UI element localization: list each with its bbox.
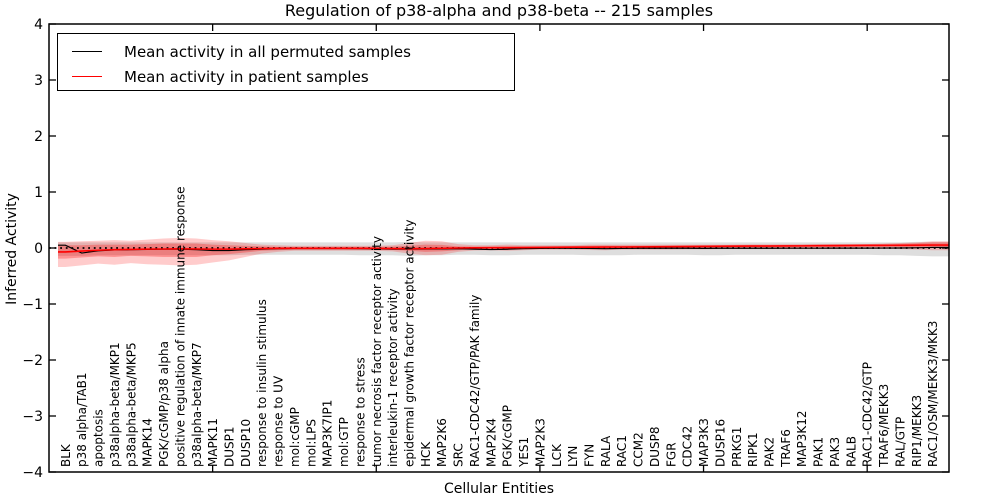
legend-line-red — [72, 76, 102, 77]
plot-frame — [48, 23, 950, 473]
x-category-label: TRAF6 — [779, 429, 793, 468]
legend-line-black — [72, 51, 102, 52]
x-category-label: MAP2K6 — [435, 418, 449, 467]
x-category-label: RIP1/MEKK3 — [910, 395, 924, 467]
x-category-label: CCM2 — [632, 432, 646, 467]
x-category-label: MAP3K3 — [697, 418, 711, 467]
x-category-label: RALB — [844, 436, 858, 467]
y-tick-label: −2 — [22, 353, 43, 369]
y-tick-label: 0 — [34, 241, 43, 257]
x-category-label: LCK — [550, 443, 564, 467]
x-category-label: LYN — [566, 446, 580, 467]
legend-label: Mean activity in all permuted samples — [124, 42, 411, 61]
patient-mean-line — [58, 244, 949, 253]
x-category-label: MAP3K12 — [795, 410, 809, 467]
x-category-label: HCK — [419, 441, 433, 467]
x-category-label: mol:LPS — [304, 419, 318, 467]
chart-title: Regulation of p38-alpha and p38-beta -- … — [284, 1, 714, 20]
x-category-label: MAP2K4 — [484, 418, 498, 467]
x-category-label: p38alpha-beta/MKP7 — [190, 342, 204, 467]
x-axis-label: Cellular Entities — [443, 481, 555, 497]
y-tick-label: 1 — [34, 185, 43, 201]
x-category-label: response to insulin stimulus — [255, 299, 269, 467]
x-category-label: apoptosis — [92, 409, 106, 467]
x-category-label: p38alpha-beta/MKP1 — [108, 342, 122, 467]
x-category-label: FYN — [583, 444, 597, 467]
legend: Mean activity in all permuted samples Me… — [57, 33, 515, 91]
x-category-label: interleukin-1 receptor activity — [386, 288, 400, 467]
y-axis-label: Inferred Activity — [4, 193, 20, 305]
legend-item-patient: Mean activity in patient samples — [72, 64, 514, 89]
x-category-label: p38alpha-beta/MKP5 — [124, 342, 138, 467]
x-category-label: p38 alpha/TAB1 — [75, 373, 89, 467]
x-category-label: MAP2K3 — [533, 418, 547, 467]
x-category-label: MAPK11 — [206, 418, 220, 467]
x-category-label: DUSP10 — [239, 419, 253, 467]
x-category-label: RAC1-CDC42/GTP/PAK family — [468, 295, 482, 467]
x-category-label: SRC — [452, 443, 466, 467]
y-tick-label: 4 — [34, 17, 43, 33]
y-tick-label: −1 — [22, 297, 43, 313]
x-category-label: PRKG1 — [730, 427, 744, 467]
x-category-label: RAC1/OSM/MEKK3/MKK3 — [926, 321, 940, 467]
x-category-label: mol:cGMP — [288, 407, 302, 467]
y-tick-label: 3 — [34, 73, 43, 89]
x-category-label: RALA — [599, 435, 613, 467]
legend-item-permuted: Mean activity in all permuted samples — [72, 39, 514, 64]
x-category-label: epidermal growth factor receptor activit… — [403, 220, 417, 467]
x-category-label: RAL/GTP — [893, 417, 907, 467]
x-category-label: DUSP1 — [223, 426, 237, 467]
x-category-label: PAK1 — [812, 437, 826, 467]
x-category-label: PGK/cGMP — [501, 405, 515, 467]
x-category-label: tumor necrosis factor receptor activity — [370, 236, 384, 467]
x-category-label: PGK/cGMP/p38 alpha — [157, 341, 171, 467]
y-tick-label: 2 — [34, 129, 43, 145]
x-category-label: PAK2 — [763, 437, 777, 467]
y-tick-label: −3 — [22, 409, 43, 425]
x-category-label: RAC1 — [615, 435, 629, 467]
x-category-label: DUSP16 — [713, 419, 727, 467]
x-category-label: TRAF6/MEKK3 — [877, 384, 891, 468]
x-category-label: DUSP8 — [648, 426, 662, 467]
x-category-label: RIPK1 — [746, 432, 760, 467]
x-category-label: YES1 — [517, 437, 531, 468]
patient-samples-range-outer-band — [58, 237, 949, 268]
x-category-label: mol:GTP — [337, 417, 351, 467]
x-category-label: MAPK14 — [141, 418, 155, 467]
x-category-label: response to UV — [272, 375, 286, 467]
legend-label: Mean activity in patient samples — [124, 67, 369, 86]
x-category-label: PAK3 — [828, 437, 842, 467]
y-tick-label: −4 — [22, 465, 43, 481]
x-category-label: RAC1-CDC42/GTP — [861, 362, 875, 467]
x-category-label: positive regulation of innate immune res… — [173, 187, 187, 467]
x-category-label: CDC42 — [681, 426, 695, 467]
x-category-label: FGR — [664, 442, 678, 467]
x-category-label: response to stress — [353, 357, 367, 467]
x-category-label: BLK — [59, 443, 73, 467]
x-category-label: MAP3K7IP1 — [321, 400, 335, 467]
